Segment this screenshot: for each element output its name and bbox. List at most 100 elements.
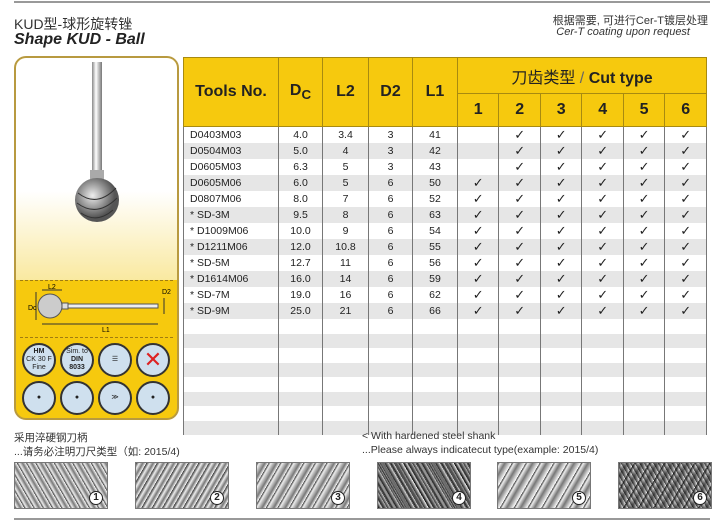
svg-text:L1: L1 [102, 327, 110, 334]
cell-cut-2: ✓ [498, 191, 541, 207]
cell-d2: 3 [368, 159, 413, 175]
cell-cut-1 [456, 391, 500, 406]
cell-cut-2: ✓ [498, 271, 541, 287]
table-row: * SD-5M 12.7 11 6 56 ✓ ✓ ✓ ✓ ✓ ✓ [183, 255, 707, 271]
empty-row [183, 333, 707, 348]
cell-l2 [322, 391, 369, 406]
table-row: * SD-9M 25.0 21 6 66 ✓ ✓ ✓ ✓ ✓ ✓ [183, 303, 707, 319]
col-l1: L1 [412, 57, 458, 127]
cell-dc [278, 420, 323, 435]
cell-d2: 6 [368, 271, 413, 287]
cell-l2 [322, 319, 369, 334]
cell-cut-4 [581, 406, 624, 421]
cell-cut-2: ✓ [498, 159, 541, 175]
cell-cut-3 [539, 333, 583, 348]
cell-cut-4: ✓ [581, 143, 624, 159]
check-icon: ✓ [514, 287, 526, 302]
check-icon: ✓ [597, 287, 609, 302]
cell-cut-2 [498, 362, 541, 377]
cut-type-image-2: 2 [135, 462, 229, 509]
check-icon: ✓ [555, 127, 567, 142]
cell-dc: 8.0 [278, 191, 323, 207]
cell-cut-3: ✓ [539, 239, 583, 255]
cell-cut-1: ✓ [456, 223, 500, 239]
col-cut-1: 1 [456, 93, 500, 127]
check-icon: ✓ [472, 255, 484, 270]
check-icon: ✓ [555, 271, 567, 286]
cell-cut-5: ✓ [622, 303, 666, 319]
check-icon: ✓ [680, 143, 692, 158]
cell-name [183, 362, 279, 377]
cell-cut-5: ✓ [622, 159, 666, 175]
cell-cut-3: ✓ [539, 175, 583, 191]
ball-burr-image [75, 62, 119, 222]
cell-cut-5: ✓ [622, 207, 666, 223]
cell-name: * SD-7M [183, 287, 279, 303]
cell-d2 [368, 391, 413, 406]
cell-dc [278, 333, 323, 348]
col-cut-2: 2 [498, 93, 541, 127]
title-cn: KUD型-球形旋转锉 [14, 16, 133, 32]
cell-cut-6 [664, 391, 707, 406]
check-icon: ✓ [597, 255, 609, 270]
coating-note-cn: 根据需要, 可进行Cer-T镀层处理 [552, 15, 708, 27]
check-icon: ✓ [514, 191, 526, 206]
cell-cut-4: ✓ [581, 255, 624, 271]
check-icon: ✓ [638, 271, 650, 286]
cell-l1: 62 [412, 287, 458, 303]
cell-cut-3 [539, 406, 583, 421]
cell-cut-6: ✓ [664, 143, 707, 159]
check-icon: ✓ [638, 127, 650, 142]
footer-cn-2: ...请务必注明刀尺类型（如: 2015/4) [14, 446, 180, 458]
cell-cut-1: ✓ [456, 207, 500, 223]
cell-dc: 25.0 [278, 303, 323, 319]
cell-l2: 5 [322, 159, 369, 175]
cell-cut-3: ✓ [539, 287, 583, 303]
cell-cut-2: ✓ [498, 207, 541, 223]
check-icon: ✓ [555, 287, 567, 302]
cell-l2: 16 [322, 287, 369, 303]
cell-cut-4: ✓ [581, 175, 624, 191]
cell-name: D0403M03 [183, 126, 279, 143]
col-l2: L2 [322, 57, 369, 127]
cut-type-image-1: 1 [14, 462, 108, 509]
cell-name [183, 377, 279, 392]
cell-name: * SD-3M [183, 207, 279, 223]
cell-d2 [368, 406, 413, 421]
cell-cut-4: ✓ [581, 287, 624, 303]
cut-number-badge: 5 [572, 491, 586, 505]
check-icon: ✓ [514, 239, 526, 254]
cell-cut-6: ✓ [664, 175, 707, 191]
cell-cut-1 [456, 377, 500, 392]
cell-cut-3: ✓ [539, 223, 583, 239]
cell-cut-5 [622, 319, 666, 334]
cell-cut-5: ✓ [622, 143, 666, 159]
cell-cut-1 [456, 362, 500, 377]
cell-cut-2 [498, 333, 541, 348]
coating-note-en: Cer-T coating upon request [556, 26, 690, 38]
check-icon: ✓ [638, 223, 650, 238]
table-row: * SD-7M 19.0 16 6 62 ✓ ✓ ✓ ✓ ✓ ✓ [183, 287, 707, 303]
cell-cut-2 [498, 348, 541, 363]
din-standard-icon: Sim. to DIN 8033 [60, 343, 94, 377]
cell-l1 [412, 377, 458, 392]
check-icon: ✓ [472, 191, 484, 206]
col-dc: DC [278, 57, 323, 127]
cell-cut-5: ✓ [622, 271, 666, 287]
application-edge-icon: ● [60, 381, 94, 415]
cell-d2 [368, 362, 413, 377]
cell-l2: 11 [322, 255, 369, 271]
cell-cut-3 [539, 420, 583, 435]
bottom-rule [14, 518, 710, 520]
col-d2: D2 [368, 57, 413, 127]
check-icon: ✓ [555, 255, 567, 270]
cell-d2: 3 [368, 143, 413, 159]
cell-l2: 9 [322, 223, 369, 239]
cell-cut-3 [539, 362, 583, 377]
check-icon: ✓ [555, 223, 567, 238]
cell-d2: 6 [368, 303, 413, 319]
cell-l1: 63 [412, 207, 458, 223]
top-rule [14, 1, 710, 3]
col-cut-3: 3 [539, 93, 583, 127]
cell-dc: 9.5 [278, 207, 323, 223]
